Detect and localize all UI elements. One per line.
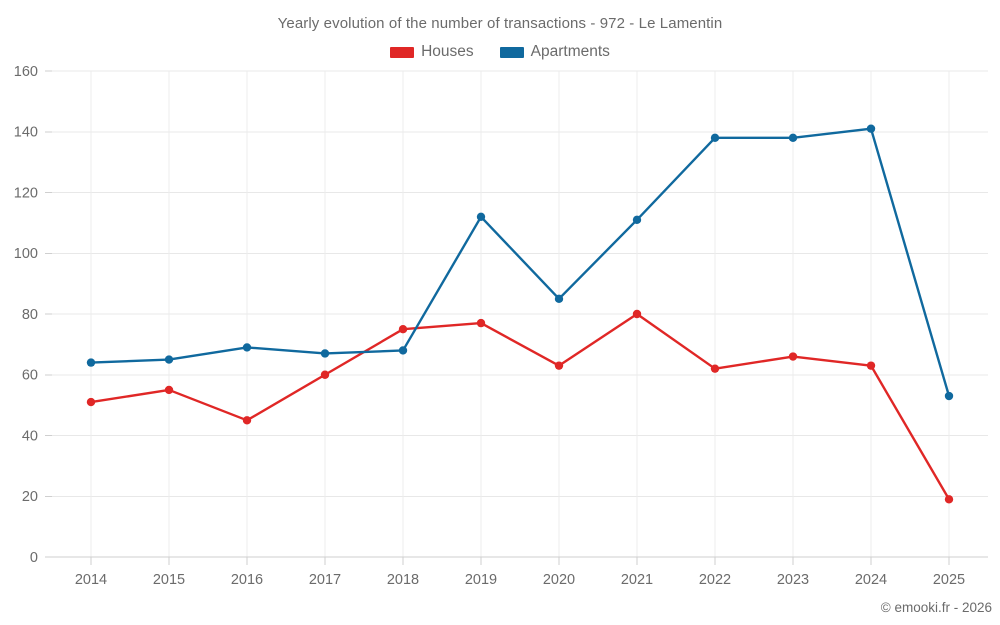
y-axis-tick-label: 40 [22, 428, 38, 444]
x-axis-tick-label: 2021 [621, 572, 653, 588]
legend-swatch-houses [390, 46, 415, 58]
chart-title: Yearly evolution of the number of transa… [277, 15, 723, 32]
x-axis-tick-label: 2014 [75, 572, 107, 588]
data-point-houses-2023[interactable] [788, 352, 798, 361]
data-point-apartments-2019[interactable] [476, 212, 486, 221]
x-axis-tick-label: 2025 [933, 572, 965, 588]
data-point-apartments-2020[interactable] [554, 294, 564, 304]
y-axis-tick-label: 120 [14, 185, 38, 201]
y-axis-tick-label: 0 [30, 550, 38, 566]
data-point-houses-2017[interactable] [320, 370, 330, 379]
data-point-houses-2025[interactable] [944, 495, 954, 504]
data-point-apartments-2016[interactable] [242, 343, 252, 352]
data-point-houses-2021[interactable] [632, 309, 642, 319]
data-point-houses-2022[interactable] [710, 364, 720, 373]
y-axis-tick-label: 20 [22, 489, 38, 505]
data-point-houses-2019[interactable] [476, 318, 486, 328]
series-line-apartments [89, 127, 951, 398]
x-axis-tick-label: 2019 [465, 572, 497, 588]
data-point-apartments-2017[interactable] [320, 349, 330, 358]
legend-item-houses[interactable]: Houses [390, 43, 474, 61]
data-point-houses-2018[interactable] [398, 324, 408, 334]
legend-label-houses: Houses [421, 43, 474, 60]
x-axis-tick-label: 2016 [231, 572, 263, 588]
series-line-houses [89, 312, 951, 501]
y-axis-tick-label: 100 [14, 246, 38, 262]
data-point-houses-2015[interactable] [164, 385, 174, 395]
x-axis-tick-label: 2022 [699, 572, 731, 588]
data-point-apartments-2015[interactable] [164, 355, 174, 364]
data-point-apartments-2018[interactable] [398, 346, 408, 355]
x-axis-tick-label: 2024 [855, 572, 887, 588]
data-point-houses-2020[interactable] [554, 361, 564, 370]
legend-item-apartments[interactable]: Apartments [499, 43, 610, 61]
data-point-apartments-2021[interactable] [632, 215, 642, 225]
x-axis-tick-label: 2023 [777, 572, 809, 588]
x-axis-tick-label: 2015 [153, 572, 185, 588]
x-axis-tick-label: 2018 [387, 572, 419, 588]
legend-swatch-apartments [499, 46, 524, 58]
chart-legend: Houses Apartments [0, 43, 1000, 61]
y-axis-tick-label: 140 [14, 125, 38, 141]
copyright-notice: © emooki.fr - 2026 [880, 600, 992, 615]
y-axis-tick-label: 60 [22, 368, 38, 384]
data-point-apartments-2022[interactable] [710, 133, 720, 143]
data-point-houses-2024[interactable] [866, 361, 876, 370]
data-point-apartments-2024[interactable] [866, 124, 876, 133]
data-point-apartments-2023[interactable] [788, 133, 798, 143]
data-point-houses-2016[interactable] [242, 416, 252, 425]
data-point-apartments-2014[interactable] [86, 358, 96, 367]
x-axis-tick-label: 2020 [543, 572, 575, 588]
x-axis-tick-label: 2017 [309, 572, 341, 588]
legend-label-apartments: Apartments [530, 43, 610, 60]
y-axis-tick-label: 160 [14, 64, 38, 80]
data-point-apartments-2025[interactable] [944, 391, 954, 401]
y-axis-tick-label: 80 [22, 307, 38, 323]
data-point-houses-2014[interactable] [86, 397, 96, 407]
